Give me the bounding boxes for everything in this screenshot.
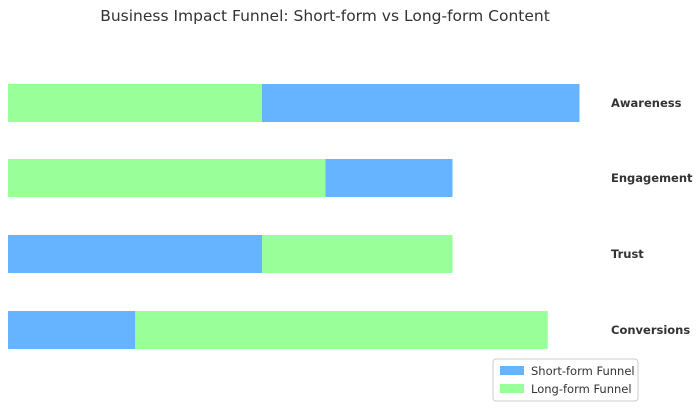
- legend-swatch-long-form: [500, 384, 524, 393]
- bar-awareness-long-form: [8, 84, 262, 122]
- chart-title: Business Impact Funnel: Short-form vs Lo…: [100, 7, 550, 25]
- bar-conversions-short-form: [8, 311, 135, 349]
- category-label-awareness: Awareness: [611, 96, 682, 110]
- bar-trust-short-form: [8, 235, 262, 273]
- category-label-trust: Trust: [611, 247, 644, 261]
- legend-frame: [492, 358, 639, 402]
- legend-label-long-form: Long-form Funnel: [531, 382, 632, 396]
- category-labels-group: Awareness Engagement Trust Conversions: [611, 96, 693, 337]
- bar-engagement-long-form: [8, 159, 326, 197]
- bars-group: [8, 84, 580, 349]
- category-label-engagement: Engagement: [611, 171, 693, 185]
- legend-swatch-short-form: [500, 366, 524, 375]
- category-label-conversions: Conversions: [611, 323, 690, 337]
- legend: Short-form Funnel Long-form Funnel: [492, 358, 639, 402]
- legend-label-short-form: Short-form Funnel: [531, 364, 635, 378]
